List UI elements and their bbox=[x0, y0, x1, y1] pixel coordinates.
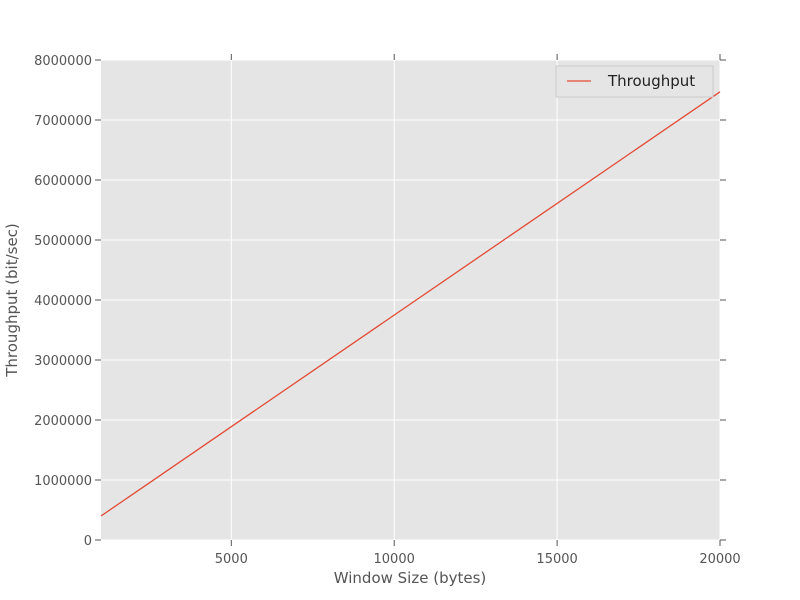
series-lines bbox=[100, 91, 721, 517]
tick-marks bbox=[95, 54, 726, 546]
x-tick-label: 20000 bbox=[699, 552, 740, 567]
x-tick-label: 5000 bbox=[215, 552, 248, 567]
y-tick-label: 0 bbox=[84, 534, 92, 549]
x-tick-label: 10000 bbox=[374, 552, 415, 567]
legend: Throughput bbox=[555, 65, 714, 98]
legend-label-throughput: Throughput bbox=[607, 72, 695, 90]
y-tick-label: 1000000 bbox=[34, 474, 92, 489]
grid-lines bbox=[101, 59, 721, 541]
x-axis-title: Window Size (bytes) bbox=[334, 569, 487, 587]
y-tick-label: 3000000 bbox=[34, 354, 92, 369]
series-line-throughput bbox=[100, 91, 721, 517]
y-tick-label: 6000000 bbox=[34, 174, 92, 189]
y-tick-label: 7000000 bbox=[34, 114, 92, 129]
y-tick-label: 2000000 bbox=[34, 414, 92, 429]
y-tick-label: 8000000 bbox=[34, 54, 92, 69]
y-tick-label: 5000000 bbox=[34, 234, 92, 249]
y-axis-title: Throughput (bit/sec) bbox=[3, 223, 21, 378]
tick-labels: 5000 10000 15000 20000 0 1000000 2000000 300000… bbox=[34, 54, 741, 567]
y-tick-label: 4000000 bbox=[34, 294, 92, 309]
x-tick-label: 15000 bbox=[536, 552, 577, 567]
